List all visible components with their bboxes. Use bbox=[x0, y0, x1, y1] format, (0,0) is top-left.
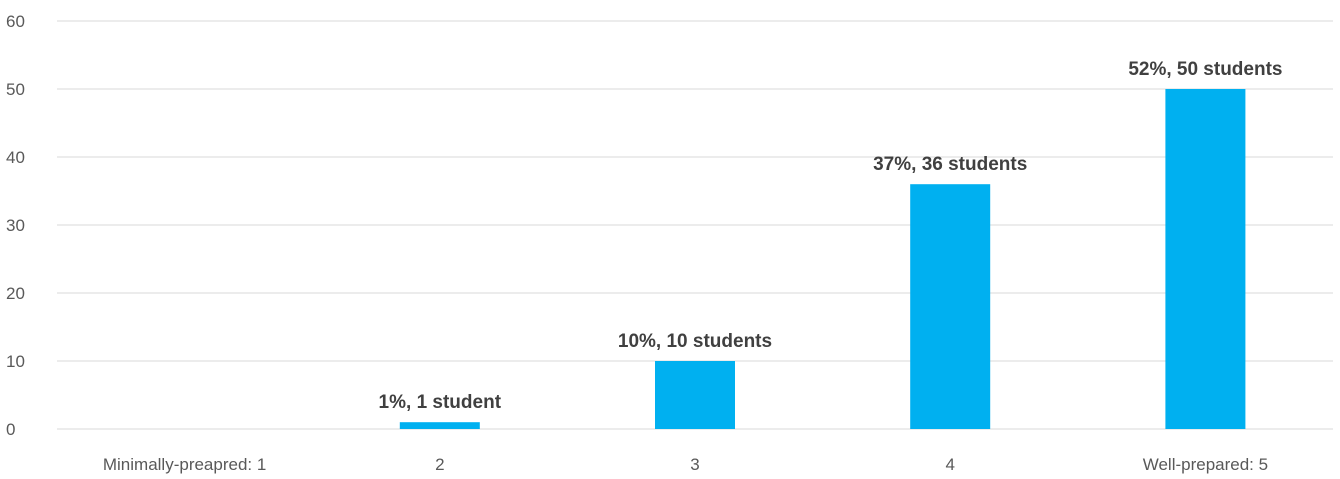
data-label: 10%, 10 students bbox=[618, 331, 772, 352]
gridlines bbox=[57, 20, 1333, 430]
x-category-label: Well-prepared: 5 bbox=[1143, 455, 1268, 474]
bar bbox=[910, 184, 991, 429]
bar bbox=[1165, 89, 1246, 429]
x-category-label: Minimally-preapred: 1 bbox=[103, 455, 266, 474]
data-label: 1%, 1 student bbox=[379, 392, 502, 413]
y-tick-label: 30 bbox=[6, 216, 25, 235]
y-tick-label: 20 bbox=[6, 284, 25, 303]
bar bbox=[655, 361, 735, 429]
bar bbox=[399, 422, 480, 429]
data-label: 52%, 50 students bbox=[1128, 59, 1282, 80]
data-label: 37%, 36 students bbox=[873, 154, 1027, 175]
x-category-label: 2 bbox=[435, 455, 444, 474]
y-tick-label: 50 bbox=[6, 80, 25, 99]
data-labels: 1%, 1 student 10%, 10 students 37%, 36 stu… bbox=[379, 59, 1283, 413]
y-axis-ticks: 0 10 20 30 40 50 60 bbox=[6, 12, 25, 439]
x-category-label: 3 bbox=[690, 455, 699, 474]
y-tick-label: 60 bbox=[6, 12, 25, 31]
y-tick-label: 40 bbox=[6, 148, 25, 167]
x-category-label: 4 bbox=[945, 455, 954, 474]
bars bbox=[399, 89, 1246, 429]
y-tick-label: 10 bbox=[6, 352, 25, 371]
x-axis-categories: Minimally-preapred: 1 2 3 4 Well-prepared: 5 bbox=[103, 455, 1268, 474]
y-tick-label: 0 bbox=[6, 420, 15, 439]
